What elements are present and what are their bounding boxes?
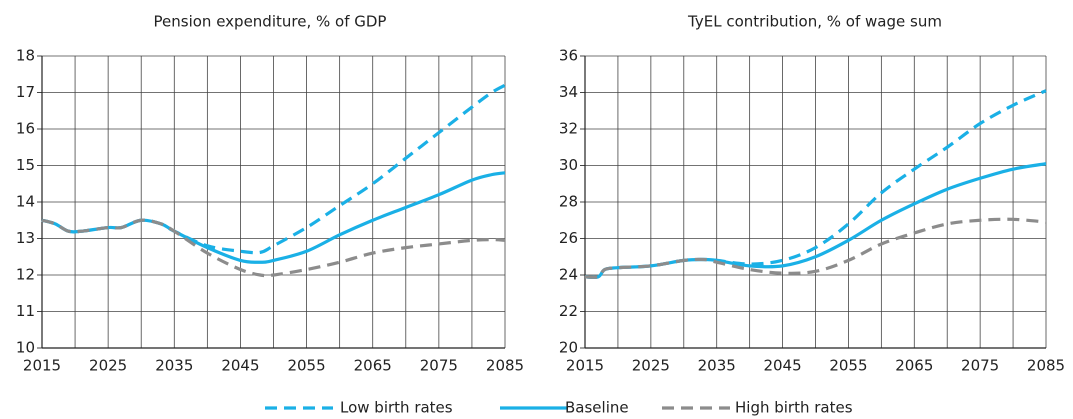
x-tick-label: 2055: [287, 357, 325, 375]
x-tick-label: 2085: [1027, 357, 1065, 375]
x-tick-label: 2055: [829, 357, 867, 375]
y-tick-label: 36: [559, 47, 578, 65]
chart-title: TyEL contribution, % of wage sum: [687, 13, 942, 31]
y-tick-label: 16: [16, 120, 35, 138]
legend-label: Baseline: [565, 399, 629, 417]
x-tick-label: 2045: [221, 357, 259, 375]
x-tick-label: 2025: [89, 357, 127, 375]
y-tick-label: 14: [16, 193, 35, 211]
x-tick-label: 2075: [420, 357, 458, 375]
x-tick-label: 2045: [763, 357, 801, 375]
y-tick-label: 18: [16, 47, 35, 65]
y-tick-label: 22: [559, 302, 578, 320]
x-tick-label: 2015: [566, 357, 604, 375]
series-line: [41, 218, 506, 278]
y-tick-label: 10: [16, 339, 35, 357]
x-tick-label: 2085: [486, 357, 524, 375]
y-tick-label: 30: [559, 156, 578, 174]
y-tick-label: 15: [16, 156, 35, 174]
legend-label: Low birth rates: [340, 399, 453, 417]
x-tick-label: 2015: [23, 357, 61, 375]
y-tick-label: 20: [559, 339, 578, 357]
x-tick-label: 2025: [632, 357, 670, 375]
chart-title: Pension expenditure, % of GDP: [154, 13, 387, 31]
legend-label: High birth rates: [735, 399, 853, 417]
x-tick-label: 2065: [354, 357, 392, 375]
y-tick-label: 34: [559, 83, 578, 101]
y-tick-label: 24: [559, 266, 578, 284]
x-tick-label: 2035: [698, 357, 736, 375]
y-tick-label: 17: [16, 83, 35, 101]
y-tick-label: 13: [16, 229, 35, 247]
y-tick-label: 32: [559, 120, 578, 138]
y-tick-label: 12: [16, 266, 35, 284]
y-tick-label: 11: [16, 302, 35, 320]
x-tick-label: 2065: [895, 357, 933, 375]
series-line: [584, 162, 1047, 279]
y-tick-label: 26: [559, 229, 578, 247]
x-tick-label: 2035: [155, 357, 193, 375]
x-tick-label: 2075: [961, 357, 999, 375]
y-tick-label: 28: [559, 193, 578, 211]
series-line: [584, 89, 1047, 279]
